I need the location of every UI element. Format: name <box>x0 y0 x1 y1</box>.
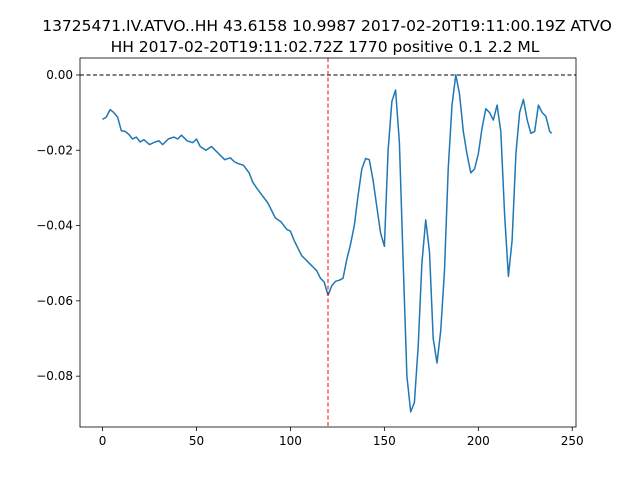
y-tick-label-0: 0.00 <box>46 68 73 82</box>
x-tick-label-250: 250 <box>561 434 584 448</box>
chart-title-line-2: HH 2017-02-20T19:11:02.72Z 1770 positive… <box>111 38 540 56</box>
y-tick-label-4: −0.08 <box>36 369 73 383</box>
x-tick-label-0: 0 <box>99 434 107 448</box>
y-tick-label-3: −0.06 <box>36 294 73 308</box>
x-tick-label-200: 200 <box>467 434 490 448</box>
y-tick-label-1: −0.02 <box>36 143 73 157</box>
chart-title-line-1: 13725471.IV.ATVO..HH 43.6158 10.9987 201… <box>42 17 612 35</box>
x-tick-label-150: 150 <box>373 434 396 448</box>
series-line-0 <box>102 74 553 413</box>
plot-area: 0 50 100 150 200 250 0.00 −0.02 −0.04 −0.06 −0.08 <box>36 57 584 448</box>
x-tick-label-100: 100 <box>279 434 302 448</box>
x-tick-label-50: 50 <box>189 434 204 448</box>
y-tick-label-2: −0.04 <box>36 219 73 233</box>
axes-frame <box>79 57 577 428</box>
